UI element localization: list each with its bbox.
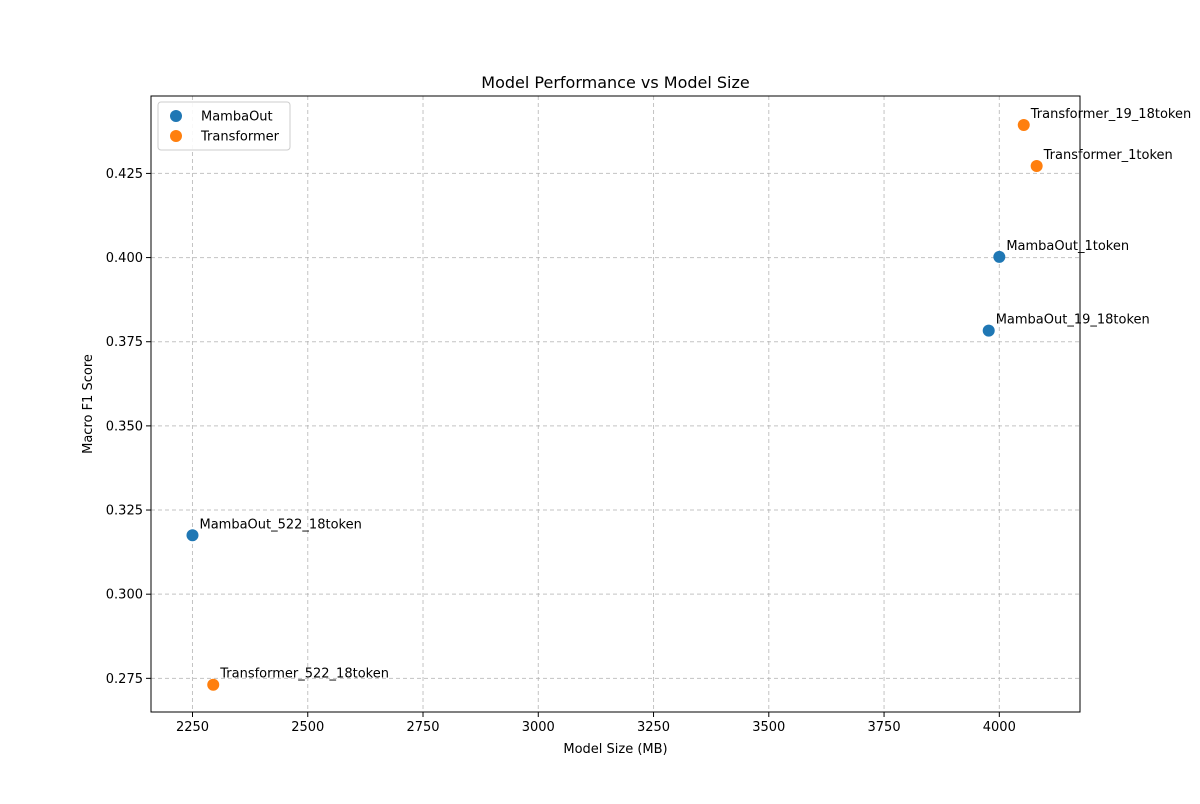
y-tick-label: 0.350: [106, 419, 143, 434]
x-tick-label: 2500: [291, 720, 324, 735]
data-point-mambaout: [982, 324, 995, 337]
grid: [151, 96, 1080, 712]
plot-area-border: [150, 95, 1081, 713]
chart-title: Model Performance vs Model Size: [481, 73, 749, 92]
x-tick-label: 2250: [176, 720, 209, 735]
x-tick-label: 2750: [406, 720, 439, 735]
x-tick-label: 3750: [868, 720, 901, 735]
data-point-label: MambaOut_1token: [1006, 239, 1129, 254]
legend-marker-transformer: [170, 130, 182, 142]
point-labels: MambaOut_522_18token MambaOut_1token Mamba…: [199, 107, 1191, 682]
data-point-transformer: [1030, 160, 1043, 173]
legend-frame: [157, 101, 291, 151]
data-point-transformer: [1017, 118, 1030, 131]
legend-label-transformer: Transformer: [200, 130, 280, 145]
legend: MambaOut Transformer: [157, 101, 291, 151]
legend-marker-mambaout: [170, 110, 182, 122]
y-tick-label: 0.275: [106, 672, 143, 687]
x-tick-label: 3250: [637, 720, 670, 735]
data-point-mambaout: [186, 529, 199, 542]
x-tick-label: 3500: [752, 720, 785, 735]
y-tick-label: 0.300: [106, 588, 143, 603]
y-tick-label: 0.400: [106, 251, 143, 266]
axis-ticks: 2250 2500 2750 3000 3250 3500 3750 4000 0.275 0.3…: [106, 167, 1016, 735]
legend-label-mambaout: MambaOut: [201, 110, 273, 125]
y-axis-title: Macro F1 Score: [81, 354, 96, 454]
data-point-label: MambaOut_19_18token: [996, 313, 1150, 328]
data-points: [186, 118, 1043, 691]
x-axis-title: Model Size (MB): [563, 742, 667, 757]
y-tick-label: 0.425: [106, 167, 143, 182]
x-tick-label: 4000: [983, 720, 1016, 735]
data-point-transformer: [207, 678, 220, 691]
data-point-label: Transformer_1token: [1043, 148, 1173, 163]
y-tick-label: 0.375: [106, 335, 143, 350]
data-point-label: MambaOut_522_18token: [199, 517, 361, 532]
x-tick-label: 3000: [522, 720, 555, 735]
data-point-label: Transformer_19_18token: [1030, 107, 1191, 122]
y-tick-label: 0.325: [106, 504, 143, 519]
data-point-label: Transformer_522_18token: [219, 667, 389, 682]
data-point-mambaout: [993, 250, 1006, 263]
